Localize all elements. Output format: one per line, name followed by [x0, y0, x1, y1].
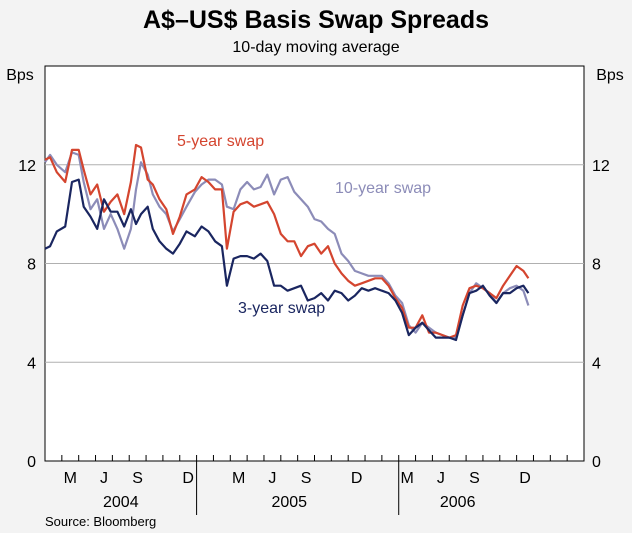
label-5-year-swap: 5-year swap: [177, 133, 264, 150]
y-tick-label-right: 4: [592, 355, 601, 372]
y-tick-label-left: 12: [18, 158, 36, 175]
y-axis-left: 0 4 8 12: [18, 158, 36, 471]
label-3-year-swap: 3-year swap: [238, 300, 325, 317]
x-tick-label: J: [268, 470, 276, 487]
x-axis: M J S D M J S D M J S D 2004 2005 2006: [61, 455, 568, 515]
x-tick-label: S: [469, 470, 480, 487]
label-10-year-swap: 10-year swap: [335, 180, 431, 197]
y-tick-label-right: 0: [592, 454, 601, 471]
y-unit-right: Bps: [596, 67, 624, 84]
x-tick-label: M: [64, 470, 77, 487]
year-label: 2005: [271, 494, 307, 511]
gridlines: [45, 164, 584, 363]
y-tick-label-right: 8: [592, 257, 601, 274]
y-axis-right: 0 4 8 12: [592, 158, 610, 471]
x-tick-label: J: [437, 470, 445, 487]
y-tick-label-left: 0: [27, 454, 36, 471]
source-note: Source: Bloomberg: [45, 514, 156, 529]
x-tick-label: M: [400, 470, 413, 487]
x-tick-label: S: [132, 470, 143, 487]
x-tick-label: J: [100, 470, 108, 487]
x-tick-label: D: [182, 470, 194, 487]
series-lines: [44, 143, 530, 342]
x-tick-label: M: [232, 470, 245, 487]
x-tick-label: D: [351, 470, 363, 487]
series-line-3-year-swap: [44, 178, 530, 342]
x-tick-label: S: [301, 470, 312, 487]
y-tick-label-left: 4: [27, 355, 36, 372]
chart-title: A$–US$ Basis Swap Spreads: [143, 6, 489, 34]
year-label: 2006: [440, 494, 476, 511]
y-unit-left: Bps: [6, 67, 34, 84]
y-tick-label-right: 12: [592, 158, 610, 175]
y-tick-label-left: 8: [27, 257, 36, 274]
chart-subtitle: 10-day moving average: [232, 39, 399, 56]
year-label: 2004: [103, 494, 139, 511]
x-tick-label: D: [519, 470, 531, 487]
